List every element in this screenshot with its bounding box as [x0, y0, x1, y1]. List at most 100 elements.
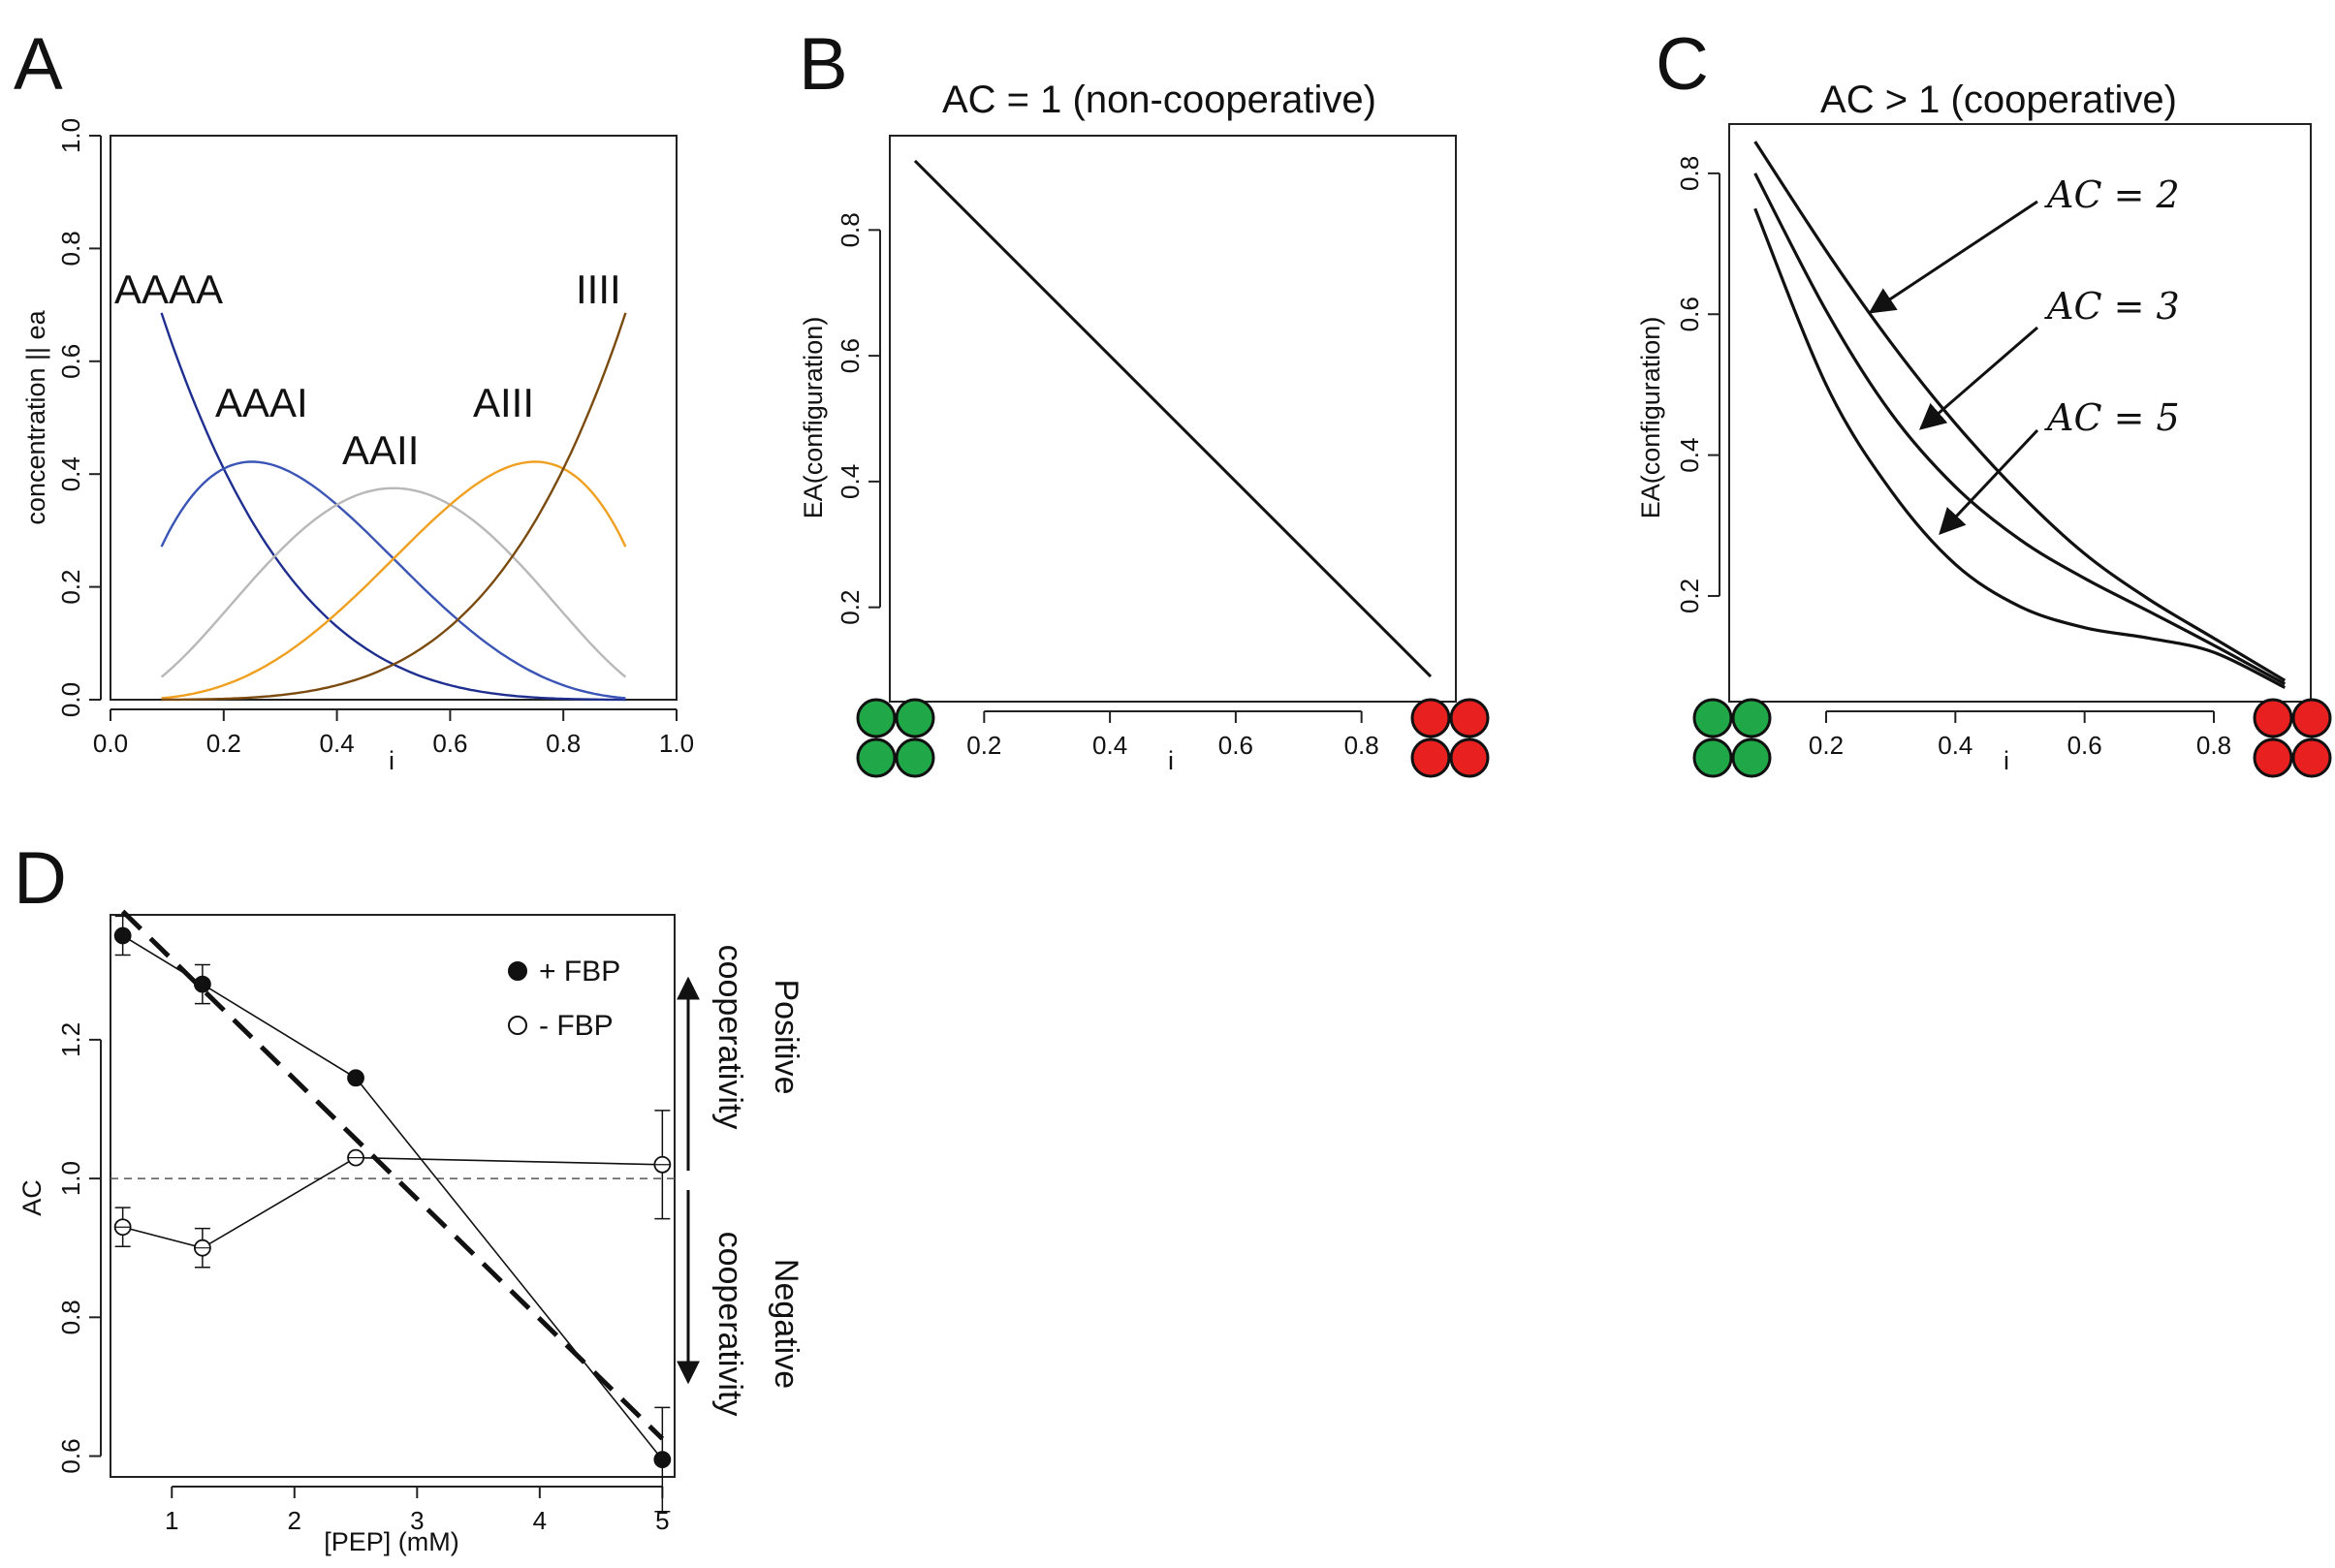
- x-tick-label: 0.8: [546, 729, 581, 758]
- y-tick-label: 0.2: [836, 590, 865, 625]
- x-axis-d: 1 2 3 4 5: [165, 1486, 670, 1535]
- y-tick-label: 1.0: [56, 1161, 85, 1196]
- panel-c: C AC > 1 (cooperative) 0.2 0.4 0.6 0.8 0.20…: [1636, 23, 2332, 778]
- fit-line: [120, 909, 665, 1441]
- arrow-ac-5: [1939, 428, 2039, 535]
- side-label-positive: Positive: [768, 979, 805, 1094]
- y-tick-label: 0.0: [56, 682, 85, 717]
- x-tick-label: 0.2: [206, 729, 241, 758]
- y-tick-label: 0.8: [56, 1300, 85, 1334]
- x-tick-label: 0.4: [1092, 731, 1127, 760]
- panel-letter-a: A: [14, 23, 63, 106]
- y-tick-label: 0.8: [56, 231, 85, 266]
- y-tick-label: 0.6: [56, 344, 85, 379]
- x-axis-b: 0.2 0.4 0.6 0.8: [966, 710, 1379, 760]
- curves-c: [1753, 141, 2287, 689]
- data-point-plus-fbp: [193, 975, 211, 993]
- x-tick-label: 0.4: [320, 729, 355, 758]
- series-line-plus-fbp: [122, 934, 663, 1460]
- arrow-ac-2: [1868, 200, 2038, 314]
- curve-aaaa: [160, 312, 626, 702]
- data-point-plus-fbp: [653, 1451, 672, 1468]
- curve-ac-2: [1753, 141, 2287, 682]
- chart-title-b: AC = 1 (non-cooperative): [942, 78, 1376, 121]
- y-tick-label: 1.2: [56, 1022, 85, 1057]
- curve-label-aaaa: AAAA: [114, 267, 223, 312]
- y-axis-label-a: concentration || ea: [21, 309, 50, 524]
- annotation-ac-2: AC = 2: [2044, 173, 2180, 216]
- line-ac-1: [913, 159, 1433, 678]
- side-label-negative: Negative: [768, 1259, 805, 1389]
- y-tick-label: 0.4: [836, 464, 865, 499]
- x-tick-label: 4: [533, 1506, 547, 1535]
- panel-d: D 1 2 3 4 5 0.6 0.8 1.0 1.2 [PEP] (mM) AC + FBP…: [14, 837, 805, 1556]
- x-axis-label-b: i: [1168, 746, 1174, 775]
- x-axis-c: 0.2 0.4 0.6 0.8: [1809, 710, 2231, 760]
- legend-label-plus-fbp: + FBP: [539, 956, 620, 988]
- side-label-cooperativity-bottom: cooperativity: [711, 1232, 748, 1417]
- y-tick-label: 0.4: [1675, 438, 1704, 473]
- x-tick-label: 0.6: [2067, 731, 2102, 760]
- legend-d: + FBP - FBP: [508, 956, 620, 1042]
- y-axis-b: 0.2 0.4 0.6 0.8: [836, 212, 881, 625]
- x-axis-a: 0.0 0.2 0.4 0.6 0.8 1.0: [93, 708, 694, 758]
- series-line-minus-fbp: [122, 1156, 663, 1249]
- x-tick-label: 2: [288, 1506, 301, 1535]
- x-tick-label: 0.6: [432, 729, 467, 758]
- x-tick-label: 1: [165, 1506, 178, 1535]
- y-axis-label-b: EA(configuration): [799, 317, 828, 519]
- x-tick-label: 0.4: [1938, 731, 1972, 760]
- plot-frame-b: [889, 135, 1457, 703]
- x-tick-label: 5: [655, 1506, 669, 1535]
- annotation-ac-5: AC = 5: [2044, 396, 2180, 439]
- chart-title-c: AC > 1 (cooperative): [1820, 78, 2177, 121]
- y-tick-label: 0.2: [56, 570, 85, 605]
- curve-label-aaii: AAII: [342, 427, 419, 473]
- x-tick-label: 0.2: [1809, 731, 1844, 760]
- y-tick-label: 0.6: [836, 338, 865, 373]
- legend-marker-minus-fbp: [508, 1016, 527, 1035]
- green-tetramer-icon-b: [856, 698, 935, 778]
- curve-label-aiii: AIII: [473, 380, 534, 425]
- y-tick-label: 0.4: [56, 456, 85, 491]
- y-tick-label: 1.0: [56, 118, 85, 153]
- x-tick-label: 0.0: [93, 729, 128, 758]
- y-tick-label: 0.6: [56, 1438, 85, 1473]
- x-tick-label: 3: [410, 1506, 424, 1535]
- panel-letter-d: D: [14, 837, 67, 920]
- y-tick-label: 0.2: [1675, 579, 1704, 613]
- x-tick-label: 0.2: [966, 731, 1001, 760]
- curve-ac-5: [1753, 207, 2287, 689]
- y-tick-label: 0.6: [1675, 297, 1704, 331]
- panel-letter-b: B: [799, 23, 848, 106]
- x-tick-label: 0.8: [2196, 731, 2231, 760]
- y-axis-d: 0.6 0.8 1.0 1.2: [56, 1022, 102, 1474]
- data-point-plus-fbp: [113, 926, 132, 945]
- y-axis-c: 0.2 0.4 0.6 0.8: [1675, 156, 1720, 613]
- curve-ac-3: [1753, 172, 2287, 686]
- legend-label-minus-fbp: - FBP: [539, 1010, 614, 1042]
- y-axis-a: 0.0 0.2 0.4 0.6 0.8 1.0: [56, 118, 102, 717]
- curve-label-iiii: IIII: [576, 267, 621, 312]
- curves-b: [913, 159, 1433, 678]
- red-tetramer-icon-c: [2253, 698, 2332, 778]
- curve-aaai: [160, 460, 626, 700]
- curve-aaii: [160, 486, 627, 678]
- y-axis-label-d: AC: [17, 1179, 47, 1216]
- red-tetramer-icon-b: [1410, 698, 1490, 778]
- x-axis-label-a: i: [389, 746, 394, 775]
- panel-b: B AC = 1 (non-cooperative) 0.2 0.4 0.6 0.8 …: [799, 23, 1490, 778]
- x-tick-label: 0.6: [1218, 731, 1253, 760]
- green-tetramer-icon-c: [1692, 698, 1772, 778]
- x-tick-label: 0.8: [1344, 731, 1379, 760]
- panel-letter-c: C: [1656, 23, 1709, 106]
- plot-content-d: [110, 909, 675, 1513]
- y-tick-label: 0.8: [836, 212, 865, 247]
- annotation-ac-3: AC = 3: [2044, 285, 2180, 328]
- data-point-plus-fbp: [347, 1069, 364, 1087]
- side-label-cooperativity-top: cooperativity: [711, 945, 748, 1130]
- plot-frame-d: [110, 914, 676, 1478]
- y-axis-label-c: EA(configuration): [1636, 317, 1665, 519]
- curve-iiii: [161, 312, 627, 702]
